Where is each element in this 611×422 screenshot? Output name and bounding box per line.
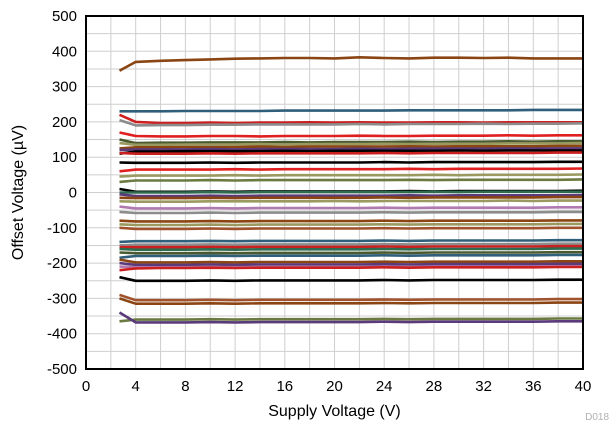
y-tick-label: -200 [47,255,77,272]
series-line-39 [119,317,583,323]
series-line-37 [119,293,583,302]
series-line-23 [119,219,583,223]
series-lines [118,55,584,324]
y-tick-label: -100 [47,220,77,237]
series-line-18 [119,193,584,198]
y-tick-label: 100 [52,149,77,166]
series-line-33 [119,261,583,267]
series-line-26 [119,238,583,244]
series-line-6 [119,138,583,145]
series-line-20 [119,199,583,203]
x-tick-label: 24 [376,378,393,395]
x-tick-label: 36 [525,378,542,395]
x-tick-labels: 0 4 8 12 16 20 24 28 32 36 40 [82,378,592,395]
y-axis-title: Offset Voltage (µV) [10,125,27,260]
y-tick-label: 500 [52,8,77,25]
x-tick-label: 40 [575,378,592,395]
series-line-19 [119,195,583,200]
x-tick-label: 4 [132,378,140,395]
series-line-11 [119,151,583,155]
x-tick-label: 28 [426,378,443,395]
x-axis-title: Supply Voltage (V) [268,403,401,420]
y-tick-label: 200 [52,114,77,131]
x-tick-label: 8 [181,378,189,395]
series-line-15 [119,178,584,184]
x-tick-label: 20 [326,378,343,395]
series-line-35 [119,265,583,272]
series-line-4 [119,118,584,127]
series-line-21 [119,205,583,210]
series-line-29 [119,247,583,251]
series-line-7 [119,141,584,147]
x-tick-label: 12 [227,378,244,395]
series-line-14 [119,173,584,178]
series-line-10 [119,149,583,155]
series-line-40 [118,311,583,324]
figure-code: D018 [585,412,609,422]
series-line-38 [119,297,583,306]
series-line-8 [119,144,583,150]
y-tick-label: -300 [47,290,77,307]
y-tick-label: 300 [52,79,77,96]
series-line-31 [119,253,583,260]
series-line-5 [119,131,583,138]
series-line-2 [119,108,583,113]
series-line-17 [119,190,583,194]
x-tick-label: 32 [475,378,492,395]
x-tick-label: 16 [276,378,293,395]
series-line-3 [118,113,583,125]
series-line-27 [119,242,583,247]
y-tick-label: -400 [47,326,77,343]
plot-frame [85,15,584,370]
series-line-32 [119,258,583,264]
series-line-25 [119,226,583,231]
series-line-22 [119,210,583,215]
series-line-12 [119,160,583,165]
y-tick-label: 400 [52,43,77,60]
y-tick-label: -500 [47,361,77,378]
series-line-28 [119,244,583,249]
y-tick-label: 0 [69,185,77,202]
series-line-30 [119,250,583,255]
series-line-1 [118,55,583,72]
x-tick-label: 0 [82,378,90,395]
series-line-24 [119,222,583,227]
series-line-36 [119,275,583,283]
series-line-13 [119,167,584,173]
y-tick-labels: 500 400 300 200 100 0 -100 -200 -300 -400 -500 [47,8,77,378]
series-line-9 [119,147,583,152]
